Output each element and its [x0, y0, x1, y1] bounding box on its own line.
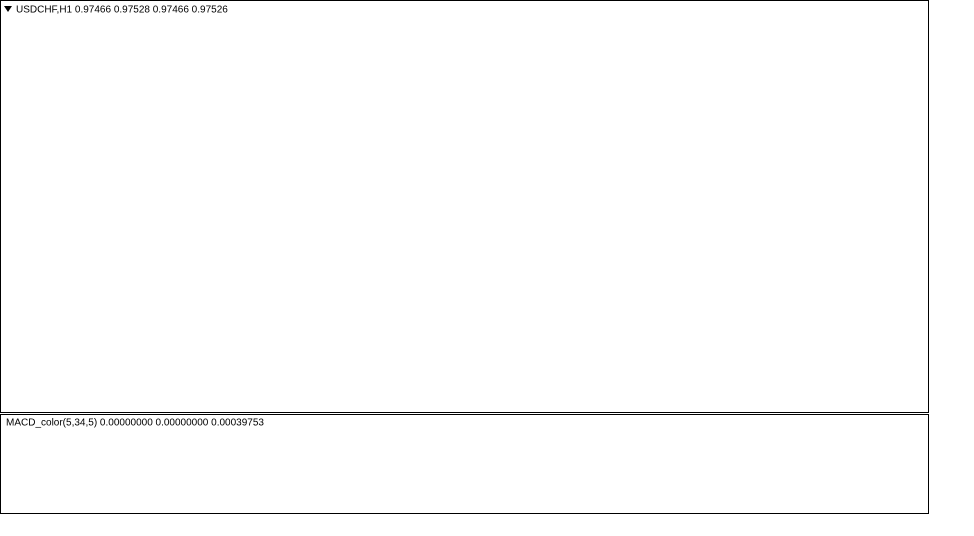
macd-pane-frame [0, 414, 929, 514]
chart-title: USDCHF,H1 0.97466 0.97528 0.97466 0.9752… [16, 5, 228, 16]
main-pane-frame [0, 0, 929, 413]
macd-title: MACD_color(5,34,5) 0.00000000 0.00000000… [6, 418, 264, 429]
menu-icon[interactable] [4, 6, 12, 12]
